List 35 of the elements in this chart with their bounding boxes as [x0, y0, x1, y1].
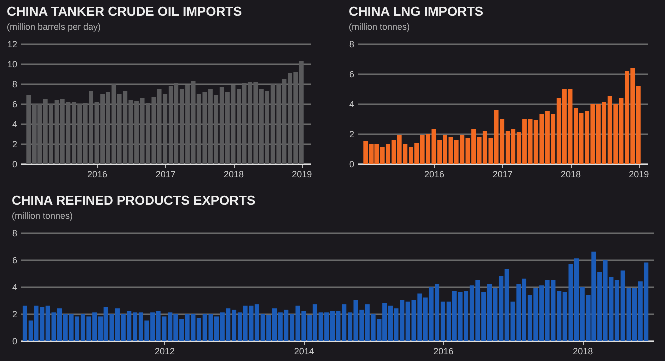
chart-title: CHINA REFINED PRODUCTS EXPORTS: [12, 193, 256, 208]
x-tick-label: 2016: [87, 170, 108, 180]
y-tick-label: 0: [349, 160, 354, 170]
chart-subtitle: (million barrels per day): [6, 22, 102, 32]
y-tick-label: 6: [349, 70, 354, 80]
y-tick-label: 6: [12, 256, 18, 266]
x-tick-label: 2018: [224, 170, 244, 180]
chart-subtitle: (million tonnes): [348, 22, 410, 32]
y-tick-label: 8: [12, 80, 18, 90]
y-tick-label: 6: [12, 100, 18, 110]
y-tick-label: 4: [12, 120, 18, 130]
y-tick-label: 4: [349, 100, 354, 110]
y-tick-label: 8: [12, 228, 18, 238]
x-tick-label: 2017: [156, 170, 176, 180]
x-tick-label: 2018: [573, 346, 594, 356]
x-tick-label: 2017: [492, 170, 513, 180]
x-tick-label: 2019: [629, 170, 650, 180]
y-tick-label: 2: [349, 130, 354, 140]
x-tick-label: 2014: [294, 346, 314, 356]
y-tick-label: 2: [12, 140, 18, 150]
x-tick-label: 2018: [560, 170, 582, 180]
y-tick-label: 4: [12, 282, 18, 292]
y-tick-label: 12: [7, 40, 18, 50]
chart-title: CHINA TANKER CRUDE OIL IMPORTS: [6, 4, 243, 19]
y-tick-label: 8: [349, 40, 354, 50]
x-tick-label: 2016: [424, 170, 445, 180]
chart-subtitle: (million tonnes): [12, 211, 74, 221]
x-tick-label: 2016: [434, 346, 454, 356]
y-tick-label: 10: [7, 60, 18, 70]
chart-title: CHINA LNG IMPORTS: [348, 4, 484, 19]
x-tick-label: 2012: [154, 346, 175, 356]
y-tick-label: 2: [12, 310, 18, 320]
y-tick-label: 0: [12, 160, 18, 170]
x-tick-label: 2019: [292, 170, 312, 180]
y-tick-label: 0: [12, 336, 18, 346]
